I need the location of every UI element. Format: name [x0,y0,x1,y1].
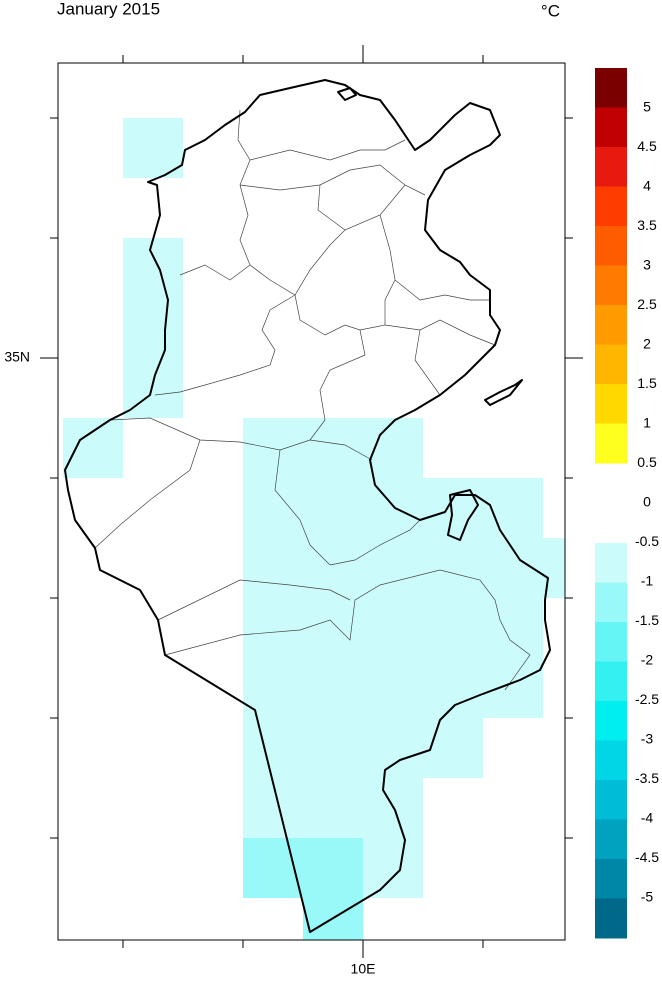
colorbar-label: -3.5 [635,770,659,786]
colorbar-box [595,344,627,385]
colorbar-box [595,622,627,662]
colorbar-box [595,661,627,702]
colorbar-box [595,819,627,860]
title: January 2015 [57,0,160,18]
colorbar-label: -1.5 [635,612,659,628]
anomaly-cells [63,118,565,940]
island [484,379,523,406]
map-frame [57,62,566,941]
colorbar-box [595,543,627,583]
colorbar-box [595,226,627,266]
colorbar-label: 0 [643,494,651,510]
colorbar-label: 2.5 [637,296,657,312]
colorbar-box [595,186,627,227]
island [447,489,479,541]
colorbar-box [595,384,627,424]
colorbar-label: 0.5 [637,454,657,470]
colorbar-label: 4 [643,178,651,194]
colorbar-box [595,107,627,148]
colorbar-label: -1 [641,573,654,589]
colorbar-label: -3 [641,731,654,747]
colorbar-box [595,68,627,108]
colorbar-label: 2 [643,336,651,352]
country-border [64,79,551,933]
colorbar-box [595,780,627,820]
colorbar-label: -2.5 [635,691,659,707]
colorbar-box [595,423,627,464]
colorbar-label: 5 [643,99,651,115]
colorbar-label: -5 [641,889,654,905]
colorbar-label: -4 [641,810,654,826]
colorbar-box [595,898,627,939]
colorbar-label: 1.5 [637,375,657,391]
colorbar-box [595,859,627,899]
lon-label: 10E [351,961,376,977]
colorbar-label: -0.5 [635,533,659,549]
colorbar-label: -4.5 [635,849,659,865]
colorbar-box [595,305,627,345]
colorbar-box [595,265,627,306]
governorate-boundaries [79,109,531,691]
colorbar-box [595,740,627,781]
island [337,87,357,101]
unit: °C [541,1,560,20]
colorbar-box [595,147,627,187]
colorbar-box [595,582,627,623]
frame-ticks [40,45,583,958]
colorbar-label: 1 [643,415,651,431]
colorbar: 5 4.5 4 3.5 3 2.5 2 1.5 1 0.5 0 -0.5 -1 -1.5 -2 -2.5 -3 -… [595,68,659,939]
colorbar-box [595,701,627,741]
colorbar-label: 4.5 [637,138,657,154]
colorbar-label: 3.5 [637,217,657,233]
colorbar-label: -2 [641,652,654,668]
lat-label: 35N [4,349,30,365]
colorbar-label: 3 [643,257,651,273]
